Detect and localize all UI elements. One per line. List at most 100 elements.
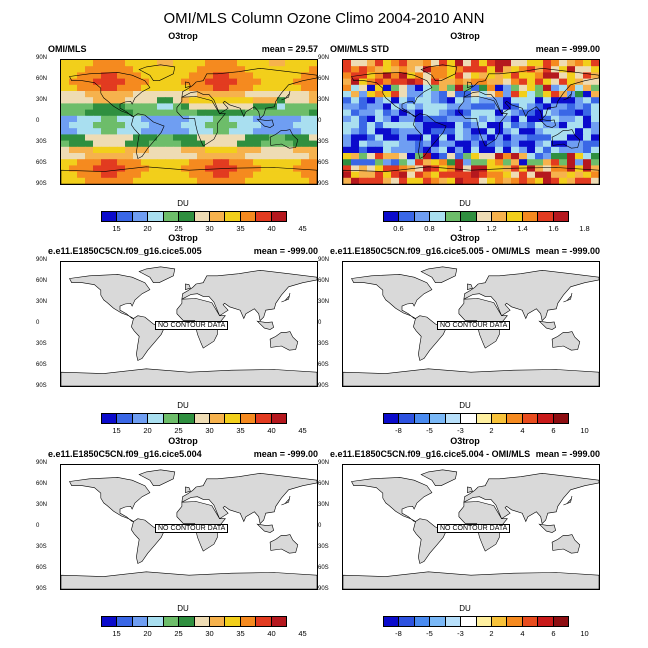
heatmap-cell [535, 146, 544, 154]
colorbar-tick-label: 40 [267, 224, 276, 233]
heatmap-cell [495, 177, 504, 184]
heatmap-cell [165, 146, 174, 154]
heatmap-cell [423, 91, 432, 98]
heatmap-cell [463, 171, 472, 179]
heatmap-cell [125, 134, 134, 142]
heatmap-cell [415, 60, 424, 67]
heatmap-cell [399, 165, 408, 173]
heatmap-cell [487, 84, 496, 92]
heatmap-cell [383, 115, 392, 123]
heatmap-cell [447, 140, 456, 148]
heatmap-cell [535, 91, 544, 98]
heatmap-cell [527, 66, 536, 73]
heatmap-cell [567, 97, 576, 104]
heatmap-cell [149, 72, 158, 80]
heatmap-cell [519, 97, 528, 104]
heatmap-cell [157, 134, 166, 142]
heatmap-cell [407, 115, 416, 123]
heatmap-cell [439, 153, 448, 160]
heatmap-cell [197, 177, 206, 184]
heatmap-cell [77, 134, 86, 142]
colorbar-ticks: 15 20 25 30 35 40 45 [101, 629, 306, 639]
heatmap-cell [471, 177, 480, 184]
heatmap-cell [423, 84, 432, 92]
heatmap-cell [399, 78, 408, 86]
heatmap-cell [125, 171, 134, 179]
heatmap-cell [503, 171, 512, 179]
heatmap-cell [125, 140, 134, 148]
colorbar-swatch [507, 414, 523, 423]
heatmap-cell [551, 60, 560, 67]
colorbar-swatch [476, 212, 492, 221]
heatmap-cell [221, 122, 230, 129]
heatmap-cell [61, 165, 70, 173]
heatmap-cell [77, 128, 86, 135]
colorbar-tick-label: 15 [112, 629, 121, 638]
colorbar-swatch [271, 617, 287, 626]
heatmap-cell [205, 72, 214, 80]
heatmap-cell [181, 103, 190, 111]
heatmap-cell [343, 91, 352, 98]
heatmap-cell [383, 109, 392, 117]
colorbar-swatch [461, 617, 477, 626]
heatmap-cell [503, 146, 512, 154]
heatmap-cell [375, 177, 384, 184]
heatmap-cell [583, 72, 592, 80]
heatmap-cell [157, 128, 166, 135]
heatmap-cell [125, 153, 134, 160]
heatmap-cell [173, 177, 182, 184]
heatmap-cell [455, 165, 464, 173]
heatmap-cell [511, 60, 520, 67]
heatmap-cell [293, 177, 302, 184]
heatmap-cell [197, 115, 206, 123]
heatmap-cell [149, 140, 158, 148]
heatmap-cell [173, 159, 182, 166]
heatmap-cell [439, 109, 448, 117]
heatmap-cell [157, 177, 166, 184]
heatmap-cell [551, 165, 560, 173]
heatmap-cell [479, 109, 488, 117]
heatmap-cell [157, 109, 166, 117]
heatmap-cell [181, 91, 190, 98]
heatmap-cell [213, 91, 222, 98]
heatmap-cell [423, 153, 432, 160]
heatmap-cell [125, 97, 134, 104]
heatmap-cell [535, 122, 544, 129]
heatmap-cell [165, 171, 174, 179]
heatmap-cell [181, 177, 190, 184]
heatmap-cell [109, 171, 118, 179]
heatmap-cell [583, 165, 592, 173]
heatmap-cell [447, 66, 456, 73]
heatmap-cell [591, 159, 599, 166]
heatmap-cell [463, 72, 472, 80]
heatmap-cell [495, 146, 504, 154]
heatmap-cell [511, 66, 520, 73]
heatmap-cell [439, 140, 448, 148]
heatmap-cell [479, 128, 488, 135]
latitude-tick-label: 30N [36, 97, 48, 103]
heatmap-cell [93, 97, 102, 104]
heatmap-cell [455, 72, 464, 80]
heatmap-cell [455, 66, 464, 73]
heatmap-cell [415, 128, 424, 135]
heatmap-cell [471, 91, 480, 98]
heatmap-cell [269, 128, 278, 135]
continent-outline [563, 292, 573, 303]
heatmap-cell [173, 60, 182, 67]
map-panel: O3trop e.e11.E1850C5CN.f09_g16.cice5.005 m… [36, 233, 318, 435]
heatmap-cell [133, 171, 142, 179]
heatmap-cell [309, 115, 317, 123]
heatmap-cell [359, 153, 368, 160]
heatmap-cell [309, 91, 317, 98]
heatmap-cell [77, 109, 86, 117]
heatmap-cell [495, 66, 504, 73]
heatmap-cell [351, 159, 360, 166]
heatmap-cell [375, 97, 384, 104]
heatmap-cell [359, 60, 368, 67]
heatmap-cell [527, 78, 536, 86]
heatmap-cell [407, 72, 416, 80]
no-contour-data-label: NO CONTOUR DATA [155, 321, 229, 330]
heatmap-cell [125, 78, 134, 86]
heatmap-cell [479, 153, 488, 160]
heatmap-cell [519, 109, 528, 117]
